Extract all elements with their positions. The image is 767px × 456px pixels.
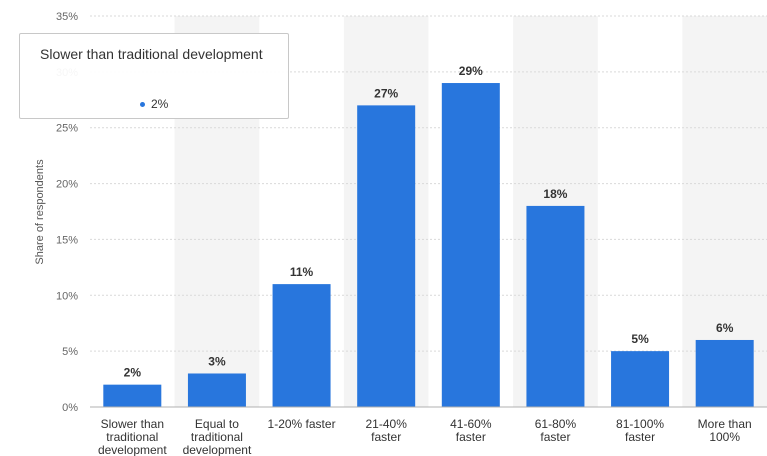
y-tick-label: 10% (56, 290, 78, 302)
data-label: 11% (290, 265, 314, 279)
x-tick-label: Equal to (195, 417, 239, 431)
data-label: 2% (124, 366, 142, 380)
x-tick-label: traditional (106, 430, 158, 444)
bar[interactable] (526, 205, 585, 407)
tooltip-title: Slower than traditional development (40, 46, 263, 62)
x-tick-label: More than (698, 417, 752, 431)
data-label: 6% (716, 321, 734, 335)
series-dot-icon (140, 101, 145, 107)
x-tick-label: faster (540, 430, 570, 444)
bar[interactable] (357, 105, 416, 407)
x-tick-label: 100% (709, 430, 740, 444)
y-axis-ticks: 0%5%10%15%20%25%30%35% (56, 11, 78, 414)
bar[interactable] (441, 83, 500, 408)
bar[interactable] (187, 373, 246, 407)
bars (103, 83, 754, 408)
bar[interactable] (103, 384, 162, 407)
bar[interactable] (695, 339, 754, 407)
data-labels: 2% 3% 11% 27% 29% 18% 5% 6% (124, 64, 734, 380)
data-label: 3% (208, 354, 226, 368)
y-tick-label: 25% (56, 123, 78, 135)
y-tick-label: 35% (56, 11, 78, 23)
x-tick-label: faster (456, 430, 486, 444)
bar[interactable] (611, 351, 670, 407)
x-tick-label: Slower than (101, 417, 164, 431)
x-tick-label: traditional (191, 430, 243, 444)
x-tick-label: 1-20% faster (268, 417, 336, 431)
data-label: 5% (631, 332, 649, 346)
x-tick-label: development (98, 443, 167, 456)
y-tick-label: 0% (62, 402, 78, 414)
y-tick-label: 15% (56, 234, 78, 246)
tooltip: Slower than traditional development 2% (19, 33, 289, 119)
bar[interactable] (272, 284, 331, 407)
y-tick-label: 20% (56, 179, 78, 191)
data-label: 29% (459, 64, 483, 78)
x-tick-label: 21-40% (366, 417, 408, 431)
x-tick-label: 41-60% (450, 417, 492, 431)
y-axis-label: Share of respondents (34, 159, 46, 265)
x-tick-label: faster (625, 430, 655, 444)
tooltip-value-row: 2% (140, 97, 168, 111)
data-label: 18% (543, 187, 567, 201)
y-tick-label: 5% (62, 346, 78, 358)
x-tick-label: development (183, 443, 252, 456)
x-tick-label: 61-80% (535, 417, 577, 431)
tooltip-value: 2% (151, 97, 169, 111)
data-label: 27% (374, 86, 398, 100)
x-tick-label: faster (371, 430, 401, 444)
x-tick-label: 81-100% (616, 417, 664, 431)
